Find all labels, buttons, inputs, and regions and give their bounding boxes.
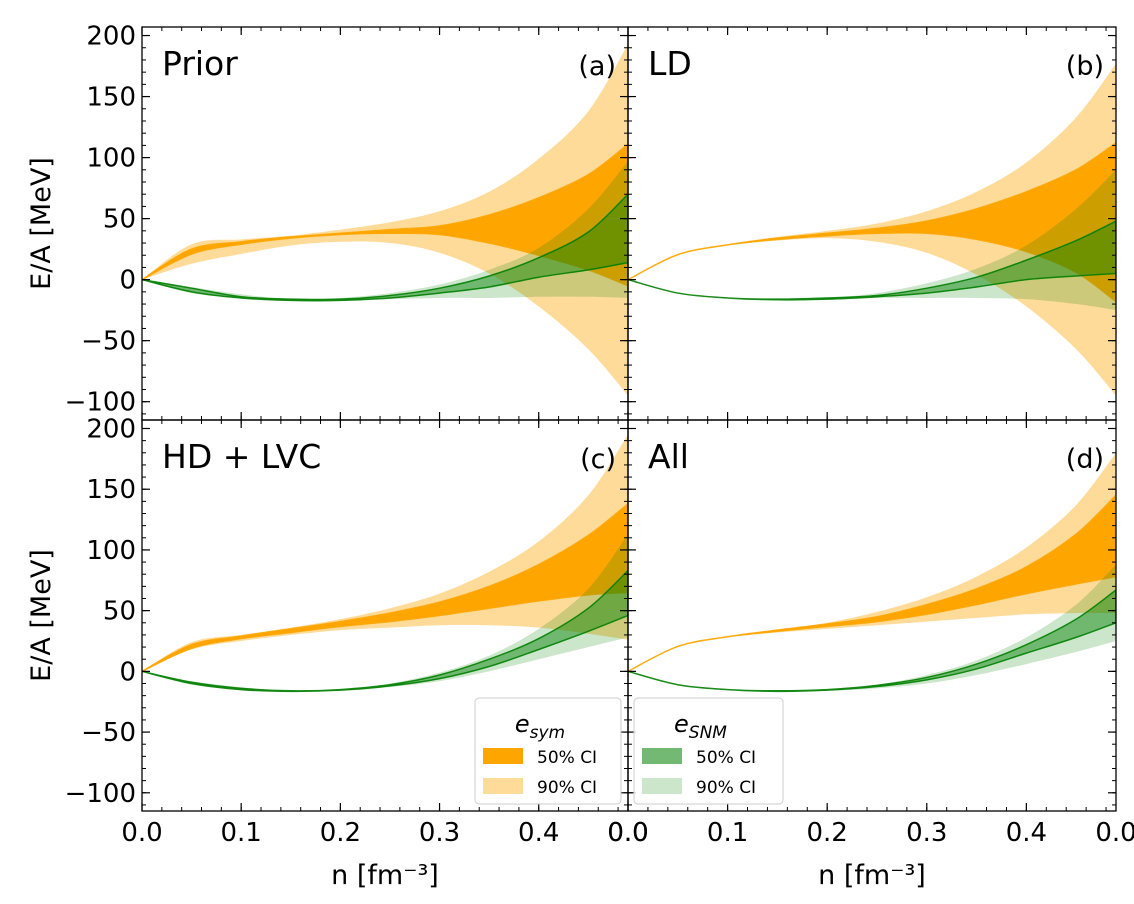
legend-swatch	[483, 748, 523, 764]
legend-label: 50% CI	[537, 748, 597, 768]
band-e-sym-50-ci-a	[142, 143, 628, 287]
panel-frame-d	[627, 419, 1117, 812]
x-axis-label-d: n [fm⁻³]	[818, 860, 926, 891]
band-e-snm-50-ci-a	[142, 193, 628, 302]
legend-snm: eSNM 50% CI 90% CI	[633, 697, 784, 805]
x-tick-label: 0.0	[121, 818, 162, 848]
panel-tag-d: (d)	[1066, 444, 1104, 475]
legend-label: 50% CI	[696, 748, 756, 768]
major-ticks-d: 0.0 0.1 0.2 0.3 0.4 0.0	[607, 420, 1134, 848]
x-tick-label: 0.3	[906, 818, 947, 848]
band-e-snm-90-ci-d	[628, 564, 1116, 692]
y-tick-label: 200	[86, 415, 136, 445]
legend-swatch	[642, 748, 682, 764]
panel-tag-b: (b)	[1066, 51, 1104, 82]
legend-title-base: e	[515, 710, 530, 738]
band-e-sym-50-ci-c	[142, 502, 628, 673]
x-tick-label: 0.3	[419, 818, 460, 848]
legend-frame	[474, 697, 622, 805]
panel-b: LD (b)	[627, 26, 1117, 421]
panel-title-b: LD	[648, 44, 692, 83]
legend-swatch	[642, 778, 682, 794]
x-tick-label: 0.4	[518, 818, 559, 848]
major-ticks-a: −100 −50 0 50 100 150 200	[65, 22, 628, 420]
panel-title-d: All	[648, 437, 689, 476]
y-tick-label: 50	[103, 205, 136, 235]
band-e-snm-90-ci-b	[628, 169, 1116, 311]
legend-label: 90% CI	[537, 778, 597, 798]
major-ticks-c: 0.0 0.1 0.2 0.3 0.4 0.0 −100 −50 0 50 100 150 200	[65, 415, 649, 849]
y-tick-label: 50	[103, 597, 136, 627]
panel-a: −100 −50 0 50 100 150 200 Prior (a) E/A [MeV]	[26, 22, 629, 421]
y-tick-label: 0	[119, 266, 136, 296]
y-tick-label: 100	[86, 536, 136, 566]
y-axis-label-a: E/A [MeV]	[26, 157, 57, 290]
x-tick-label: 0.1	[221, 818, 262, 848]
x-tick-label: 0.0	[1095, 818, 1134, 848]
y-tick-label: −100	[65, 388, 136, 418]
legend-title-subscript: SNM	[689, 723, 728, 743]
band-e-sym-90-ci-d	[628, 452, 1116, 672]
band-e-sym-90-ci-c	[142, 434, 628, 672]
panel-title-c: HD + LVC	[162, 437, 321, 476]
plot-area-a	[142, 44, 628, 396]
panel-title-a: Prior	[162, 44, 238, 83]
x-tick-label: 0.0	[607, 818, 648, 848]
y-tick-label: −100	[65, 779, 136, 809]
minor-ticks-a	[141, 27, 628, 420]
band-e-snm-50-ci-c	[142, 569, 628, 693]
y-tick-label: 150	[86, 475, 136, 505]
legend-title: eSNM	[674, 710, 727, 743]
major-ticks-b	[627, 27, 1116, 420]
band-e-snm-50-ci-b	[628, 220, 1116, 301]
x-tick-label: 0.4	[1006, 818, 1047, 848]
legend-frame	[633, 697, 784, 805]
panel-c: 0.0 0.1 0.2 0.3 0.4 0.0 −100 −50 0 50 100 150 200 HD …	[26, 415, 649, 892]
y-tick-label: 200	[86, 22, 136, 52]
x-tick-label: 0.2	[807, 818, 848, 848]
y-tick-label: 150	[86, 83, 136, 113]
legend-title-subscript: sym	[530, 723, 565, 743]
y-tick-label: 100	[86, 144, 136, 174]
plot-area-c	[142, 434, 628, 693]
legend-title: esym	[515, 710, 565, 743]
x-tick-label: 0.2	[320, 818, 361, 848]
legend-title-base: e	[674, 710, 689, 738]
plot-area-b	[628, 63, 1116, 396]
x-tick-label: 0.1	[707, 818, 748, 848]
y-tick-label: −50	[81, 327, 136, 357]
plot-area-d	[628, 452, 1116, 693]
y-tick-label: 0	[119, 657, 136, 687]
y-tick-label: −50	[81, 718, 136, 748]
band-e-sym-50-ci-b	[628, 142, 1116, 303]
band-e-sym-50-ci-d	[628, 494, 1116, 673]
panel-d: 0.0 0.1 0.2 0.3 0.4 0.0 All (d) n [fm⁻³]	[607, 419, 1134, 891]
band-e-snm-90-ci-a	[142, 161, 628, 301]
legend-swatch	[483, 778, 523, 794]
legend-label: 90% CI	[696, 778, 756, 798]
y-axis-label-c: E/A [MeV]	[26, 549, 57, 682]
x-tick-label: 0.0	[607, 818, 648, 848]
band-e-snm-50-ci-d	[628, 589, 1116, 693]
panel-tag-a: (a)	[578, 51, 616, 82]
legend-sym: esym 50% CI 90% CI	[474, 697, 622, 805]
panel-tag-c: (c)	[580, 444, 616, 475]
x-axis-label-c: n [fm⁻³]	[331, 860, 439, 891]
